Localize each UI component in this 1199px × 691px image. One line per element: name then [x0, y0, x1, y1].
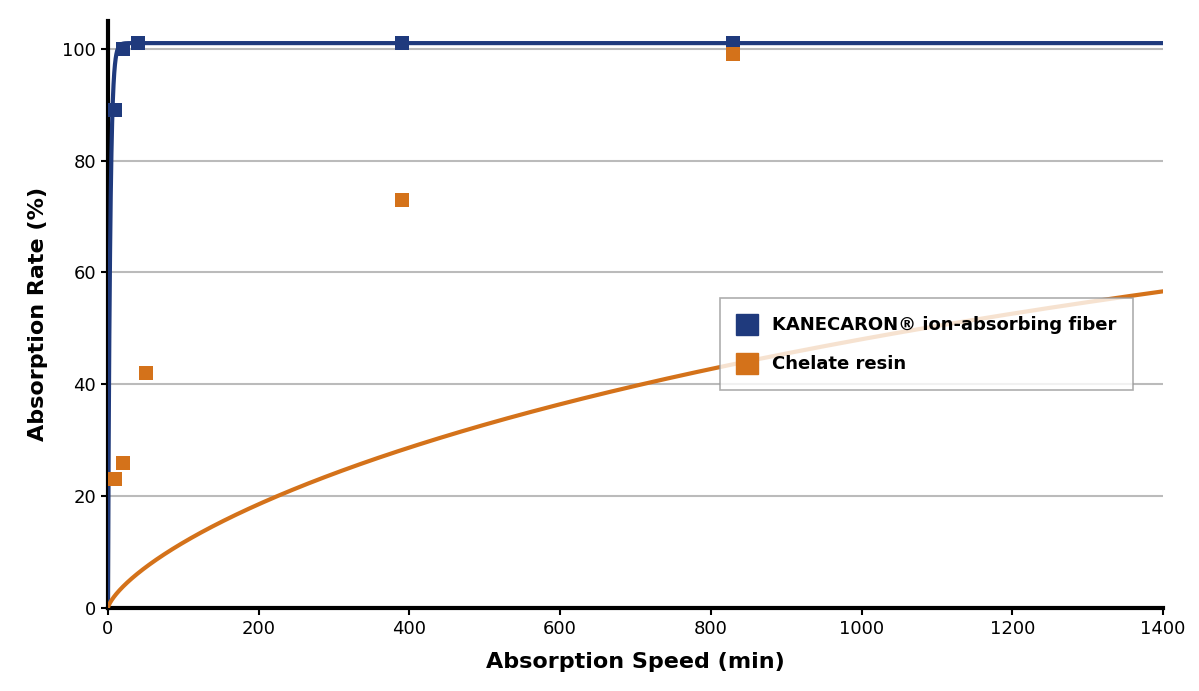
- Point: [724, 49, 743, 60]
- Point: [114, 457, 133, 468]
- Point: [106, 105, 125, 116]
- Point: [135, 368, 155, 379]
- Point: [128, 37, 147, 48]
- Point: [106, 474, 125, 485]
- Point: [724, 37, 743, 48]
- Point: [392, 194, 411, 205]
- X-axis label: Absorption Speed (min): Absorption Speed (min): [486, 652, 785, 672]
- Point: [114, 43, 133, 54]
- Legend: KANECARON® ion-absorbing fiber, Chelate resin: KANECARON® ion-absorbing fiber, Chelate …: [719, 298, 1133, 390]
- Point: [392, 37, 411, 48]
- Y-axis label: Absorption Rate (%): Absorption Rate (%): [29, 187, 48, 442]
